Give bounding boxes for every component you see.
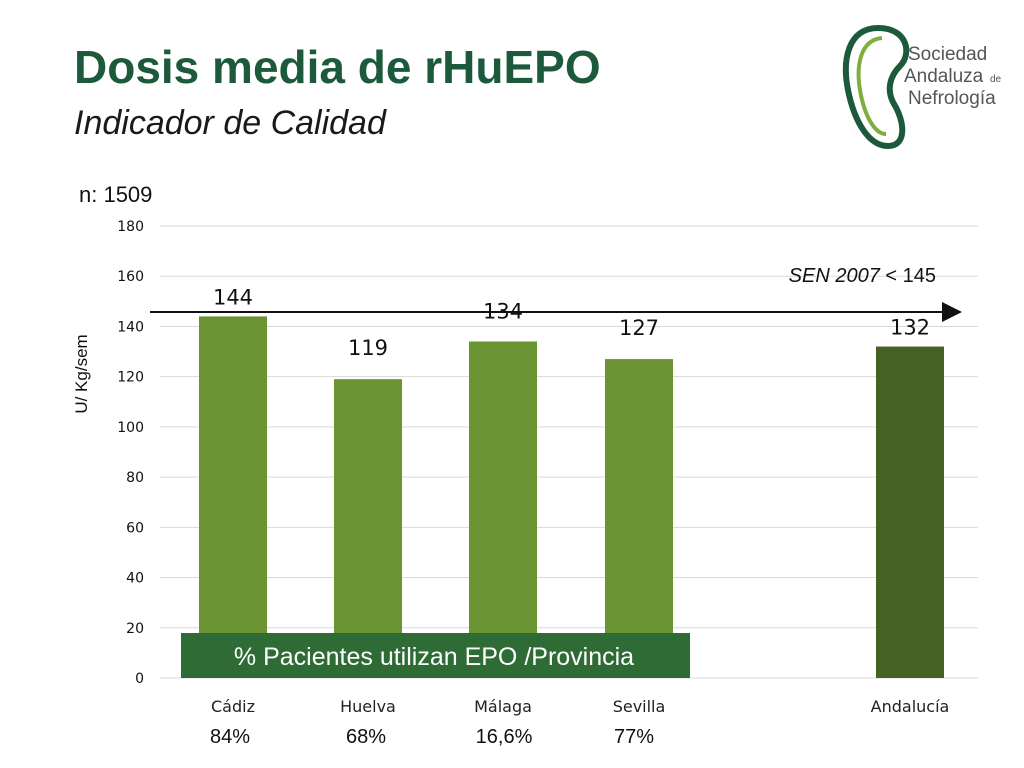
kidney-logo-mark <box>842 24 910 150</box>
category-label: Andalucía <box>871 697 950 716</box>
sociedad-andaluza-logo: Sociedad Andaluza de Nefrología <box>842 24 1002 150</box>
percent-label: 84% <box>210 726 250 748</box>
y-tick-label: 180 <box>117 219 144 235</box>
data-label: 144 <box>213 285 253 309</box>
logo-text-line3: Nefrología <box>908 88 996 109</box>
category-label: Cádiz <box>211 697 255 716</box>
category-label: Sevilla <box>613 697 666 716</box>
logo-text-line1: Sociedad <box>908 44 987 65</box>
page-subtitle: Indicador de Calidad <box>74 104 386 142</box>
bar-málaga <box>469 341 537 678</box>
y-tick-label: 120 <box>117 370 144 386</box>
y-tick-label: 140 <box>117 319 144 335</box>
bar-cádiz <box>199 316 267 678</box>
bar-huelva <box>334 379 402 678</box>
data-label: 119 <box>348 336 388 360</box>
y-tick-label: 160 <box>117 269 144 285</box>
y-tick-label: 80 <box>126 470 144 486</box>
reference-label: SEN 2007 < 145 <box>789 265 936 287</box>
data-label: 127 <box>619 316 659 340</box>
category-label: Huelva <box>340 697 396 716</box>
percent-label: 77% <box>614 726 654 748</box>
percent-label: 68% <box>346 726 386 748</box>
sample-size-label: n: 1509 <box>79 182 153 207</box>
reference-label-rest: < 145 <box>880 265 936 287</box>
category-label: Málaga <box>474 697 532 716</box>
y-tick-label: 60 <box>126 520 144 536</box>
percent-banner <box>181 633 690 678</box>
logo-text-de: de <box>990 74 1002 85</box>
bar-sevilla <box>605 359 673 678</box>
logo-text-line2: Andaluza <box>904 66 984 87</box>
percent-label: 16,6% <box>476 726 533 748</box>
y-tick-label: 0 <box>135 671 144 687</box>
bar-andalucía <box>876 346 944 678</box>
y-tick-label: 40 <box>126 571 144 587</box>
reference-label-italic: SEN 2007 <box>789 265 881 287</box>
percent-banner-text: % Pacientes utilizan EPO /Provincia <box>234 643 634 671</box>
y-tick-label: 100 <box>117 420 144 436</box>
y-axis-label: U/ Kg/sem <box>72 334 91 413</box>
y-tick-label: 20 <box>126 621 144 637</box>
data-label: 132 <box>890 316 930 340</box>
page-title: Dosis media de rHuEPO <box>74 41 601 93</box>
